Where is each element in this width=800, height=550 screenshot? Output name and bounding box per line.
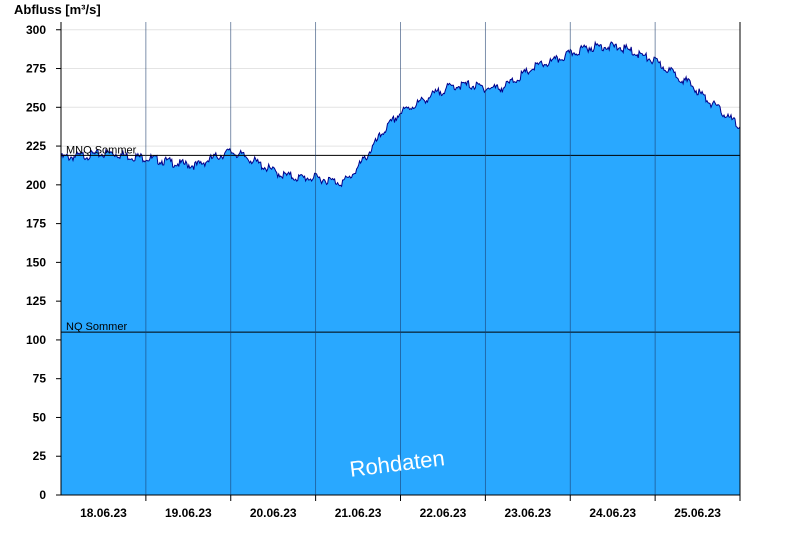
xtick-label-2: 20.06.23 — [250, 506, 297, 520]
day-boundaries — [145, 22, 741, 495]
ytick-label-10: 250 — [26, 100, 46, 114]
xtick-label-3: 21.06.23 — [335, 506, 382, 520]
ytick-label-6: 150 — [26, 255, 46, 269]
chart-title: Abfluss [m³/s] — [14, 2, 101, 17]
ref-label-1: NQ Sommer — [66, 321, 127, 333]
xtick-label-5: 23.06.23 — [504, 506, 551, 520]
ytick-label-4: 100 — [26, 333, 46, 347]
xtick-label-7: 25.06.23 — [674, 506, 721, 520]
ytick-label-12: 300 — [26, 23, 46, 37]
xtick-label-1: 19.06.23 — [165, 506, 212, 520]
ytick-label-9: 225 — [26, 139, 46, 153]
xtick-label-6: 24.06.23 — [589, 506, 636, 520]
xtick-label-0: 18.06.23 — [80, 506, 127, 520]
ytick-label-1: 25 — [33, 449, 47, 463]
x-axis-ticks: 18.06.23 19.06.23 20.06.23 21.06.23 22.06.23… — [80, 495, 741, 520]
ytick-label-5: 125 — [26, 294, 46, 308]
ytick-label-3: 75 — [33, 372, 47, 386]
y-axis-ticks: 0 25 50 75 100 125 150 175 200 225 250 275 300 — [26, 23, 61, 502]
ytick-label-8: 200 — [26, 178, 46, 192]
ytick-label-0: 0 — [39, 488, 46, 502]
ytick-label-2: 50 — [33, 410, 47, 424]
ref-label-0: MNQ Sommer — [66, 144, 137, 156]
ytick-label-7: 175 — [26, 217, 46, 231]
xtick-label-4: 22.06.23 — [420, 506, 467, 520]
ytick-label-11: 275 — [26, 62, 46, 76]
